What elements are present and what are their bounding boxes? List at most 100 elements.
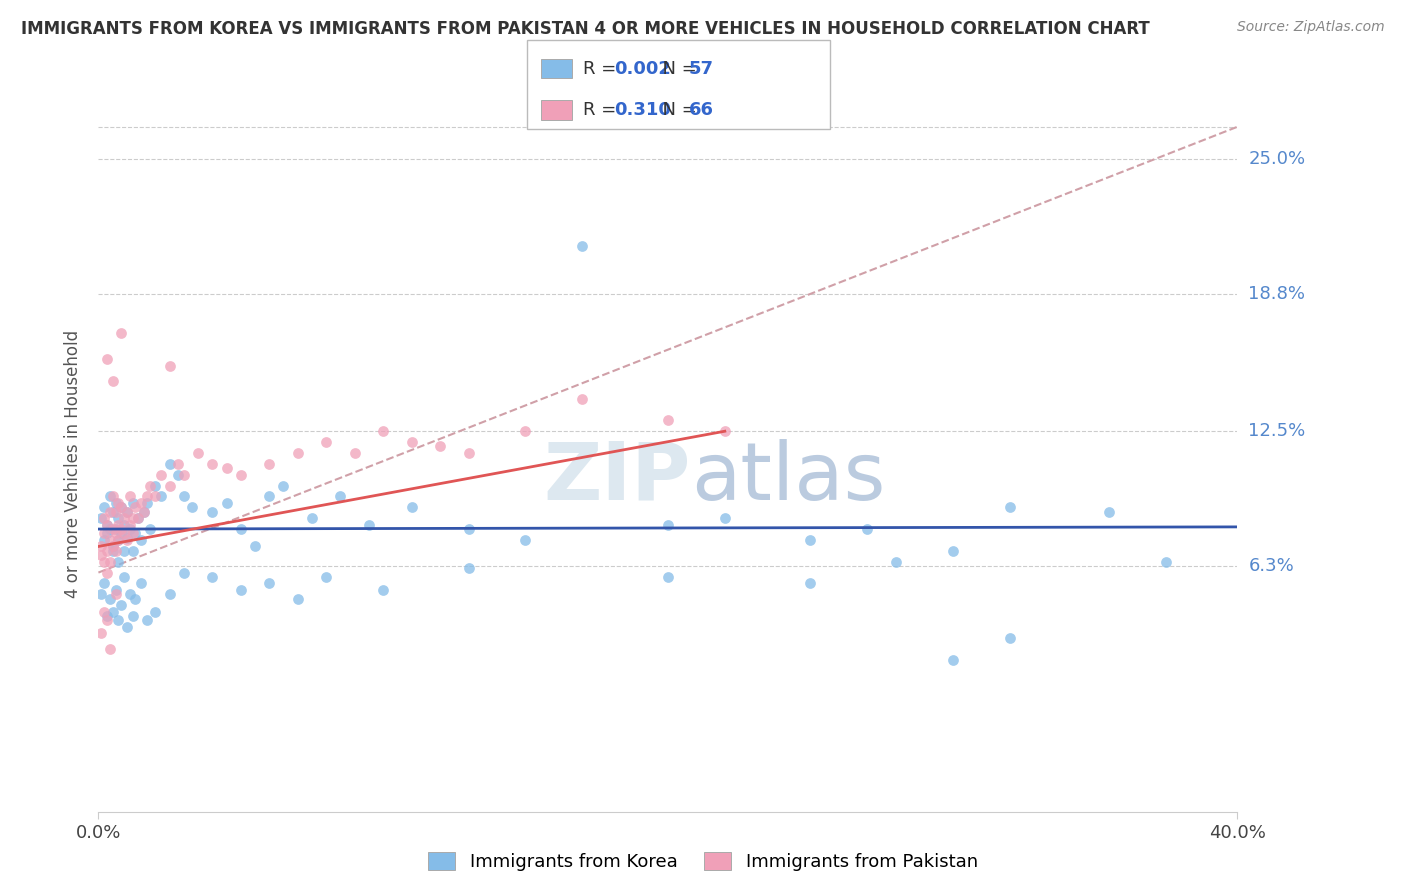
- Point: [799, 533, 821, 547]
- Point: [115, 620, 138, 634]
- Text: 25.0%: 25.0%: [1249, 151, 1306, 169]
- Point: [457, 446, 479, 460]
- Point: [135, 614, 157, 628]
- Point: [159, 587, 181, 601]
- Point: [124, 500, 146, 515]
- Point: [401, 435, 423, 450]
- Point: [1154, 555, 1177, 569]
- Point: [121, 511, 143, 525]
- Point: [101, 522, 124, 536]
- Point: [145, 478, 167, 492]
- Point: [110, 526, 132, 541]
- Point: [215, 496, 238, 510]
- Point: [229, 582, 252, 597]
- Point: [159, 478, 181, 492]
- Text: R =: R =: [583, 101, 623, 119]
- Point: [121, 543, 143, 558]
- Point: [121, 526, 143, 541]
- Point: [215, 461, 238, 475]
- Point: [159, 457, 181, 471]
- Point: [118, 587, 141, 601]
- Point: [187, 446, 209, 460]
- Point: [657, 570, 679, 584]
- Point: [167, 467, 190, 482]
- Point: [96, 614, 118, 628]
- Text: 12.5%: 12.5%: [1249, 422, 1306, 441]
- Point: [104, 522, 127, 536]
- Point: [315, 435, 337, 450]
- Point: [101, 540, 124, 554]
- Point: [107, 555, 129, 569]
- Point: [259, 490, 281, 504]
- Point: [173, 467, 195, 482]
- Point: [98, 641, 121, 656]
- Point: [159, 359, 181, 373]
- Point: [121, 609, 143, 624]
- Point: [457, 561, 479, 575]
- Point: [942, 543, 965, 558]
- Point: [121, 496, 143, 510]
- Point: [138, 522, 160, 536]
- Text: N =: N =: [651, 60, 703, 78]
- Point: [259, 457, 281, 471]
- Point: [104, 582, 127, 597]
- Point: [357, 517, 380, 532]
- Point: [145, 605, 167, 619]
- Point: [104, 496, 127, 510]
- Point: [110, 326, 132, 341]
- Point: [104, 526, 127, 541]
- Point: [93, 605, 115, 619]
- Point: [112, 511, 135, 525]
- Text: ZIP: ZIP: [543, 439, 690, 516]
- Point: [101, 543, 124, 558]
- Text: IMMIGRANTS FROM KOREA VS IMMIGRANTS FROM PAKISTAN 4 OR MORE VEHICLES IN HOUSEHOL: IMMIGRANTS FROM KOREA VS IMMIGRANTS FROM…: [21, 20, 1150, 37]
- Point: [96, 517, 118, 532]
- Text: 0.002: 0.002: [614, 60, 671, 78]
- Point: [104, 543, 127, 558]
- Text: 66: 66: [689, 101, 714, 119]
- Point: [129, 533, 152, 547]
- Point: [301, 511, 323, 525]
- Point: [101, 374, 124, 388]
- Point: [124, 526, 146, 541]
- Text: N =: N =: [651, 101, 703, 119]
- Point: [101, 605, 124, 619]
- Point: [571, 239, 593, 253]
- Point: [90, 540, 112, 554]
- Point: [884, 555, 907, 569]
- Point: [173, 566, 195, 580]
- Point: [107, 533, 129, 547]
- Text: atlas: atlas: [690, 439, 884, 516]
- Point: [138, 478, 160, 492]
- Point: [110, 500, 132, 515]
- Point: [101, 540, 124, 554]
- Point: [201, 505, 224, 519]
- Point: [124, 591, 146, 606]
- Point: [173, 490, 195, 504]
- Point: [96, 352, 118, 367]
- Point: [96, 526, 118, 541]
- Point: [98, 533, 121, 547]
- Point: [104, 505, 127, 519]
- Point: [135, 496, 157, 510]
- Point: [287, 446, 309, 460]
- Point: [515, 424, 537, 438]
- Point: [714, 424, 737, 438]
- Point: [118, 490, 141, 504]
- Point: [104, 587, 127, 601]
- Point: [515, 533, 537, 547]
- Point: [571, 392, 593, 406]
- Point: [429, 440, 451, 454]
- Point: [93, 526, 115, 541]
- Text: 6.3%: 6.3%: [1249, 557, 1294, 575]
- Point: [107, 511, 129, 525]
- Point: [115, 531, 138, 545]
- Point: [657, 413, 679, 427]
- Point: [93, 576, 115, 591]
- Point: [657, 517, 679, 532]
- Point: [112, 570, 135, 584]
- Point: [259, 576, 281, 591]
- Point: [98, 505, 121, 519]
- Point: [98, 591, 121, 606]
- Point: [115, 505, 138, 519]
